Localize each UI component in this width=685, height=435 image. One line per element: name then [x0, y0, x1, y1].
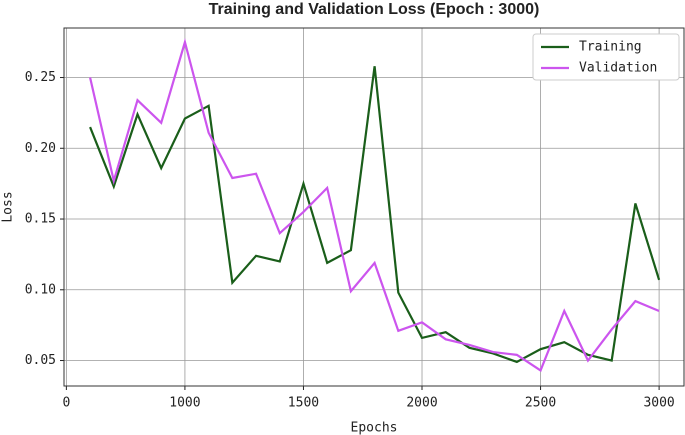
- x-tick-label: 0: [62, 396, 70, 411]
- line-series: [89, 66, 661, 364]
- y-tick-label: 0.25: [25, 70, 56, 85]
- x-tick-label: 3000: [643, 396, 674, 411]
- x-tick-label: 1500: [288, 396, 319, 411]
- y-tick-label: 0.15: [25, 212, 56, 227]
- y-tick-label: 0.20: [25, 141, 56, 156]
- y-tick-label: 0.10: [25, 282, 56, 297]
- chart-title: Training and Validation Loss (Epoch : 30…: [209, 1, 540, 18]
- legend-label: Training: [579, 40, 642, 55]
- legend-label: Validation: [579, 61, 657, 76]
- y-tick-label: 0.05: [25, 353, 56, 368]
- x-tick-label: 2000: [406, 396, 437, 411]
- x-tick-label: 1000: [169, 396, 200, 411]
- legend-box: [532, 33, 680, 81]
- y-axis-label: Loss: [1, 191, 16, 222]
- plot-frame: [63, 27, 685, 387]
- x-tick-label: 2500: [525, 396, 556, 411]
- x-axis-label: Epochs: [351, 421, 398, 435]
- line-series: [89, 38, 660, 373]
